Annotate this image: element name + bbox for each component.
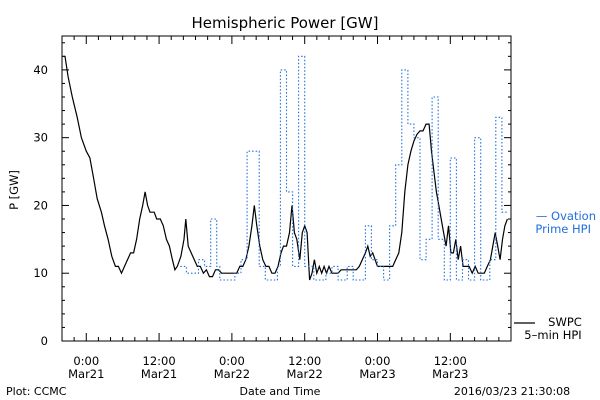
x-tick-label-time: 12:00 xyxy=(434,354,467,368)
y-tick-label: 30 xyxy=(33,131,48,145)
legend-ovation-label-line1: — Ovation xyxy=(536,209,596,223)
x-tick-label-date: Mar22 xyxy=(287,367,323,381)
x-tick-label-date: Mar22 xyxy=(214,367,250,381)
legend-swpc-label-line2: 5–min HPI xyxy=(524,328,581,342)
x-tick-label-time: 0:00 xyxy=(219,354,245,368)
x-tick-label-time: 0:00 xyxy=(73,354,99,368)
x-tick-label-time: 0:00 xyxy=(365,354,391,368)
x-tick-label-date: Mar23 xyxy=(432,367,468,381)
footer: Plot: CCMC Date and Time 2016/03/23 21:3… xyxy=(6,385,570,398)
x-tick-label-time: 12:00 xyxy=(288,354,321,368)
footer-plot-credit: Plot: CCMC xyxy=(6,385,67,398)
footer-timestamp: 2016/03/23 21:30:08 xyxy=(454,385,570,398)
plot-area xyxy=(61,35,512,342)
x-axis: 0:00Mar2112:00Mar210:00Mar2212:00Mar220:… xyxy=(68,36,512,381)
y-axis-label: P [GW] xyxy=(7,170,21,210)
y-tick-label: 0 xyxy=(41,334,48,348)
chart-title: Hemispheric Power [GW] xyxy=(192,14,379,32)
legend-ovation-label-line2: Prime HPI xyxy=(535,222,591,236)
series-line-ovation-prime-hpi xyxy=(180,55,508,281)
series-layer xyxy=(63,55,508,281)
series-line-swpc-hpi xyxy=(63,55,508,281)
x-tick-label-time: 12:00 xyxy=(143,354,176,368)
plot-border xyxy=(61,35,512,342)
y-axis: 0 10 20 30 40 xyxy=(33,42,511,348)
legend: — Ovation Prime HPI SWPC 5–min HPI xyxy=(514,209,596,342)
y-tick-label: 20 xyxy=(33,198,48,212)
legend-swpc-label-line1: SWPC xyxy=(548,315,582,329)
y-tick-label: 10 xyxy=(33,266,48,280)
x-axis-label: Date and Time xyxy=(240,385,321,398)
y-tick-label: 40 xyxy=(33,63,48,77)
x-tick-label-date: Mar23 xyxy=(359,367,395,381)
x-tick-label-date: Mar21 xyxy=(68,367,104,381)
x-tick-label-date: Mar21 xyxy=(141,367,177,381)
